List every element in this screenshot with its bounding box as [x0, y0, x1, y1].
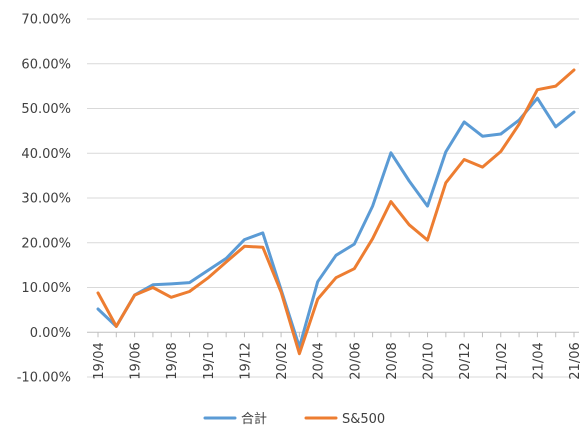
- y-tick-label: 60.00%: [21, 57, 71, 72]
- x-tick-label: 21/06: [568, 342, 583, 379]
- x-tick-label: 19/06: [129, 342, 144, 379]
- legend: 合計 S&500: [203, 411, 385, 427]
- x-tick-label: 19/04: [92, 342, 107, 379]
- x-tick-label: 20/12: [458, 342, 473, 379]
- x-tick-label: 20/10: [422, 342, 437, 379]
- y-tick-label: 40.00%: [21, 147, 71, 162]
- series-lines: [96, 68, 576, 356]
- x-tick-label: 21/04: [531, 342, 546, 379]
- x-tick-label: 20/02: [275, 342, 290, 379]
- x-axis-tick-labels: 19/04 19/06 19/08 19/10 19/12 20/02 20/04 20/06…: [92, 342, 583, 379]
- x-tick-label: 20/04: [312, 342, 327, 379]
- x-tick-label: 19/10: [202, 342, 217, 379]
- y-tick-label: 10.00%: [21, 281, 71, 296]
- y-tick-label: 0.00%: [30, 326, 71, 341]
- y-tick-label: 30.00%: [21, 192, 71, 207]
- legend-label-0: 合計: [241, 411, 267, 427]
- legend-label-1: S&500: [342, 412, 385, 427]
- series-line-0: [96, 96, 576, 349]
- series-line-1: [96, 68, 576, 356]
- x-tick-label: 20/06: [348, 342, 363, 379]
- y-tick-label: 70.00%: [21, 13, 71, 28]
- x-tick-label: 19/08: [165, 342, 180, 379]
- y-tick-label: -10.00%: [17, 371, 71, 386]
- y-tick-label: 50.00%: [21, 102, 71, 117]
- y-axis-tick-labels: 70.00% 60.00% 50.00% 40.00% 30.00% 20.00% 10.0…: [17, 13, 71, 386]
- x-tick-label: 21/02: [495, 342, 510, 379]
- x-tick-label: 19/12: [238, 342, 253, 379]
- gridlines: [87, 18, 579, 378]
- x-tick-label: 20/08: [385, 342, 400, 379]
- y-tick-label: 20.00%: [21, 236, 71, 251]
